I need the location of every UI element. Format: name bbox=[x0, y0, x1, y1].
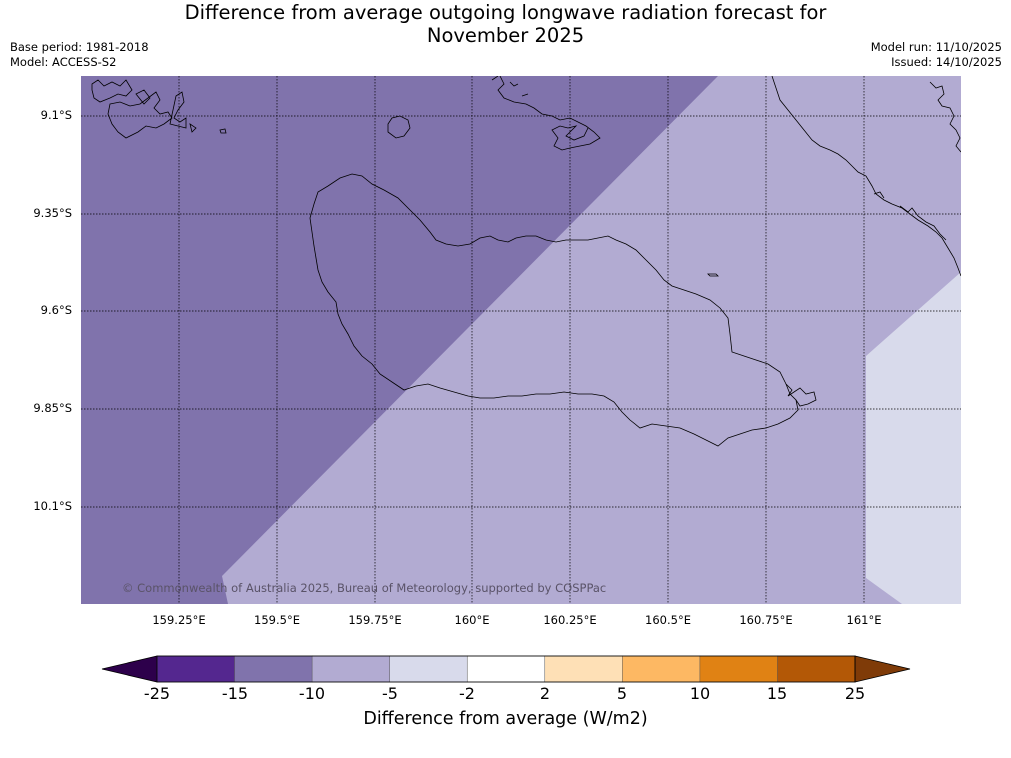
colorbar-segment bbox=[544, 655, 624, 683]
colorbar-segment bbox=[156, 655, 236, 683]
lat-tick-label: 9.6°S bbox=[40, 303, 72, 317]
coastline-eastern-islands bbox=[785, 383, 817, 407]
lon-tick-label: 160.75°E bbox=[739, 613, 793, 627]
islet-west-small bbox=[219, 128, 227, 134]
coastlines bbox=[91, 76, 961, 447]
map-title-line1: Difference from average outgoing longwav… bbox=[184, 1, 827, 24]
model-text: Model: ACCESS-S2 bbox=[10, 55, 117, 69]
colorbar-segment bbox=[234, 655, 313, 683]
colorbar-segment bbox=[699, 655, 779, 683]
colorbar-tick-label: 10 bbox=[689, 684, 711, 703]
colorbar-tick-label: 25 bbox=[844, 684, 866, 703]
colorbar-segment bbox=[389, 655, 468, 683]
islet-center bbox=[707, 273, 719, 277]
colorbar-tick-label: 2 bbox=[539, 684, 551, 703]
map-plot-area bbox=[81, 76, 961, 604]
copyright-notice: © Commonwealth of Australia 2025, Bureau… bbox=[122, 581, 607, 595]
base-period-text: Base period: 1981-2018 bbox=[10, 40, 149, 54]
colorbar-segment bbox=[311, 655, 391, 683]
anomaly-region-moderate-negative bbox=[222, 76, 961, 604]
islet-west bbox=[387, 115, 411, 139]
colorbar-segment bbox=[622, 655, 701, 683]
colorbar-tick-label: -15 bbox=[221, 684, 249, 703]
lat-tick-label: 9.85°S bbox=[33, 401, 72, 415]
model-run-text: Model run: 11/10/2025 bbox=[870, 40, 1002, 54]
colorbar-outline bbox=[156, 655, 856, 683]
issued-text: Issued: 14/10/2025 bbox=[891, 55, 1002, 69]
colorbar-tick-label: -5 bbox=[382, 684, 398, 703]
lon-tick-label: 159.25°E bbox=[152, 613, 206, 627]
anomaly-region-weak-negative bbox=[866, 272, 961, 604]
lon-tick-label: 161°E bbox=[846, 613, 882, 627]
lon-tick-label: 159.5°E bbox=[254, 613, 300, 627]
colorbar-extend-high bbox=[854, 655, 911, 683]
colorbar-label: Difference from average (W/m2) bbox=[363, 709, 648, 729]
map-title-line2: November 2025 bbox=[426, 24, 585, 47]
lon-tick-label: 160.25°E bbox=[543, 613, 597, 627]
coastline-northeast-island bbox=[771, 76, 961, 277]
lat-tick-label: 10.1°S bbox=[33, 499, 72, 513]
coastline-northwest-islands bbox=[91, 79, 197, 139]
colorbar-segment bbox=[466, 655, 546, 683]
colorbar bbox=[101, 655, 911, 683]
colorbar-segment bbox=[777, 655, 856, 683]
lon-tick-label: 159.75°E bbox=[348, 613, 402, 627]
lat-tick-label: 9.35°S bbox=[33, 206, 72, 220]
colorbar-extend-low bbox=[101, 655, 158, 683]
colorbar-tick-label: -2 bbox=[459, 684, 475, 703]
lat-tick-label: 9.1°S bbox=[40, 108, 72, 122]
lon-tick-label: 160.5°E bbox=[645, 613, 691, 627]
coastline-north-islands bbox=[491, 76, 601, 151]
lon-tick-label: 160°E bbox=[454, 613, 490, 627]
colorbar-tick-label: -25 bbox=[143, 684, 171, 703]
graticule bbox=[81, 76, 961, 604]
colorbar-tick-label: 5 bbox=[616, 684, 628, 703]
guadalcanal-coastline bbox=[309, 173, 799, 447]
colorbar-tick-label: 15 bbox=[766, 684, 788, 703]
colorbar-tick-label: -10 bbox=[298, 684, 326, 703]
